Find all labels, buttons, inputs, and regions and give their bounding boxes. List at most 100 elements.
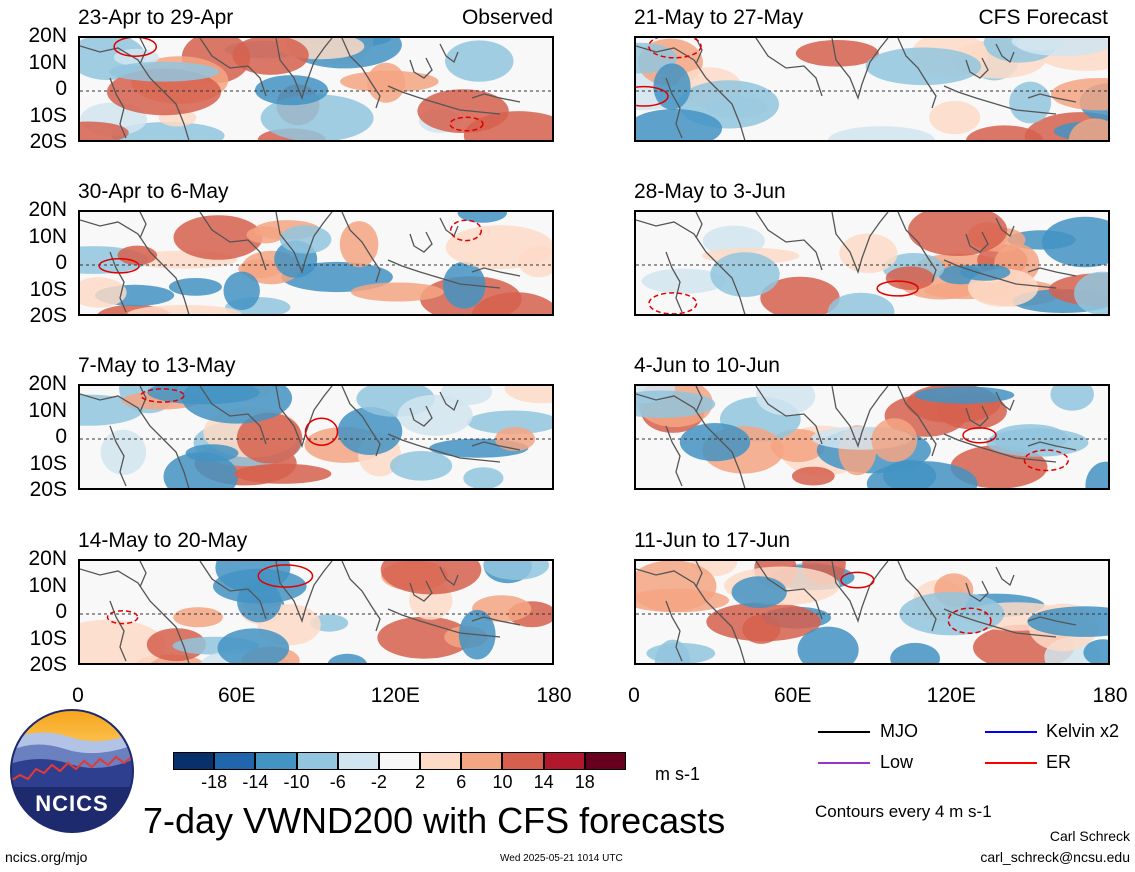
lat-tick-label: 20S (29, 653, 67, 676)
colorbar (173, 752, 626, 770)
colorbar-swatch (173, 752, 215, 770)
coastline (139, 561, 147, 588)
coastline (109, 251, 127, 313)
panel-title-observed-4: 14-May to 20-May (78, 529, 248, 552)
coastline (897, 38, 937, 109)
lat-tick-label: 20N (28, 547, 67, 570)
lat-tick-label: 20N (28, 372, 67, 395)
lat-tick-label: 10N (28, 398, 67, 422)
lat-tick-label: 0 (55, 600, 67, 623)
colorbar-swatch (543, 752, 585, 770)
anomaly-region (234, 463, 332, 484)
anomaly-region (885, 266, 935, 290)
coastline (665, 77, 683, 139)
lon-tick-label: 180 (536, 684, 572, 707)
anomaly-region (1050, 386, 1094, 411)
coastline (387, 608, 501, 638)
coastline (831, 561, 889, 624)
map-panel-observed-1 (78, 36, 554, 142)
coastline (275, 38, 333, 101)
footer-email[interactable]: carl_schreck@ncsu.edu (980, 849, 1130, 865)
anomaly-region (795, 40, 879, 67)
coastline (943, 85, 1057, 115)
coastline (965, 57, 989, 79)
coastline (409, 580, 433, 602)
coastline (1027, 93, 1077, 103)
anomaly-region (337, 407, 403, 455)
coastline (636, 45, 746, 140)
coastline (199, 561, 267, 620)
coastline (831, 386, 889, 449)
coastline (755, 561, 823, 620)
logo-text: NCICS (35, 791, 109, 816)
legend-mjo-line (818, 731, 870, 733)
er-contour (98, 257, 140, 274)
anomaly-region (755, 386, 816, 416)
er-contour (636, 85, 669, 107)
colorbar-tick-label: 10 (492, 772, 513, 792)
map-field-observed-2 (80, 212, 552, 314)
panel-title-forecast-2: 28-May to 3-Jun (634, 180, 786, 203)
anomaly-region (445, 40, 514, 82)
lat-tick-label: 0 (55, 251, 67, 274)
anomaly-region (871, 418, 918, 462)
anomaly-region (1011, 38, 1067, 51)
coastline (439, 566, 459, 587)
coastline (341, 386, 381, 457)
lat-tick-label: 10S (29, 626, 67, 650)
anomaly-region (327, 653, 367, 663)
er-contour (304, 417, 339, 446)
legend-kelvin-line (985, 731, 1037, 733)
anomaly-region (828, 126, 935, 140)
anomaly-region (1085, 461, 1108, 488)
map-panel-forecast-2 (634, 210, 1110, 316)
lat-tick-label: 20S (29, 130, 67, 153)
coastline (897, 386, 937, 457)
coastline (275, 212, 333, 275)
anomaly-region (181, 386, 293, 424)
anomaly-region (377, 616, 472, 659)
legend-er-label: ER (1046, 752, 1072, 772)
coastline (139, 38, 147, 65)
lat-tick-label: 20N (28, 198, 67, 221)
lat-tick-label: 0 (55, 425, 67, 448)
map-field-observed-4 (80, 561, 552, 663)
anomaly-region (339, 221, 379, 268)
anomaly-region (127, 304, 243, 314)
anomaly-region (890, 642, 940, 663)
legend-er-line (985, 762, 1037, 764)
er-contour (840, 571, 875, 589)
lon-tick-label: 60E (217, 684, 256, 707)
er-contour (876, 280, 919, 297)
anomaly-region (117, 245, 158, 265)
anomaly-region (113, 48, 160, 66)
coastline (439, 391, 459, 412)
anomaly-region (636, 109, 723, 140)
panel-title-forecast-3: 4-Jun to 10-Jun (634, 354, 780, 377)
coastline (965, 405, 989, 427)
anomaly-region (260, 94, 374, 140)
anomaly-region (827, 292, 895, 314)
coastline (439, 43, 459, 64)
anomaly-region (1009, 81, 1052, 124)
lon-tick-label: 180 (1092, 684, 1128, 707)
legend-low-line (818, 762, 870, 764)
coastline (695, 386, 703, 413)
footer-timestamp: Wed 2025-05-21 1014 UTC (500, 853, 623, 864)
er-contour (449, 116, 484, 132)
footer-url[interactable]: ncics.org/mjo (5, 849, 88, 865)
anomaly-region (442, 261, 486, 309)
anomaly-region (185, 444, 239, 462)
legend-mjo-label: MJO (880, 721, 918, 741)
anomaly-region (80, 121, 129, 140)
lat-tick-label: 10N (28, 573, 67, 597)
colorbar-tick-label: 14 (533, 772, 554, 792)
anomaly-region (899, 592, 1005, 636)
anomaly-region (279, 225, 332, 254)
panel-title-forecast-1: 21-May to 27-May (634, 6, 804, 29)
forecast-label: CFS Forecast (978, 6, 1108, 29)
coastline (471, 93, 521, 103)
anomaly-region (929, 100, 981, 135)
er-contour (648, 38, 702, 59)
lat-tick-label: 0 (55, 77, 67, 100)
